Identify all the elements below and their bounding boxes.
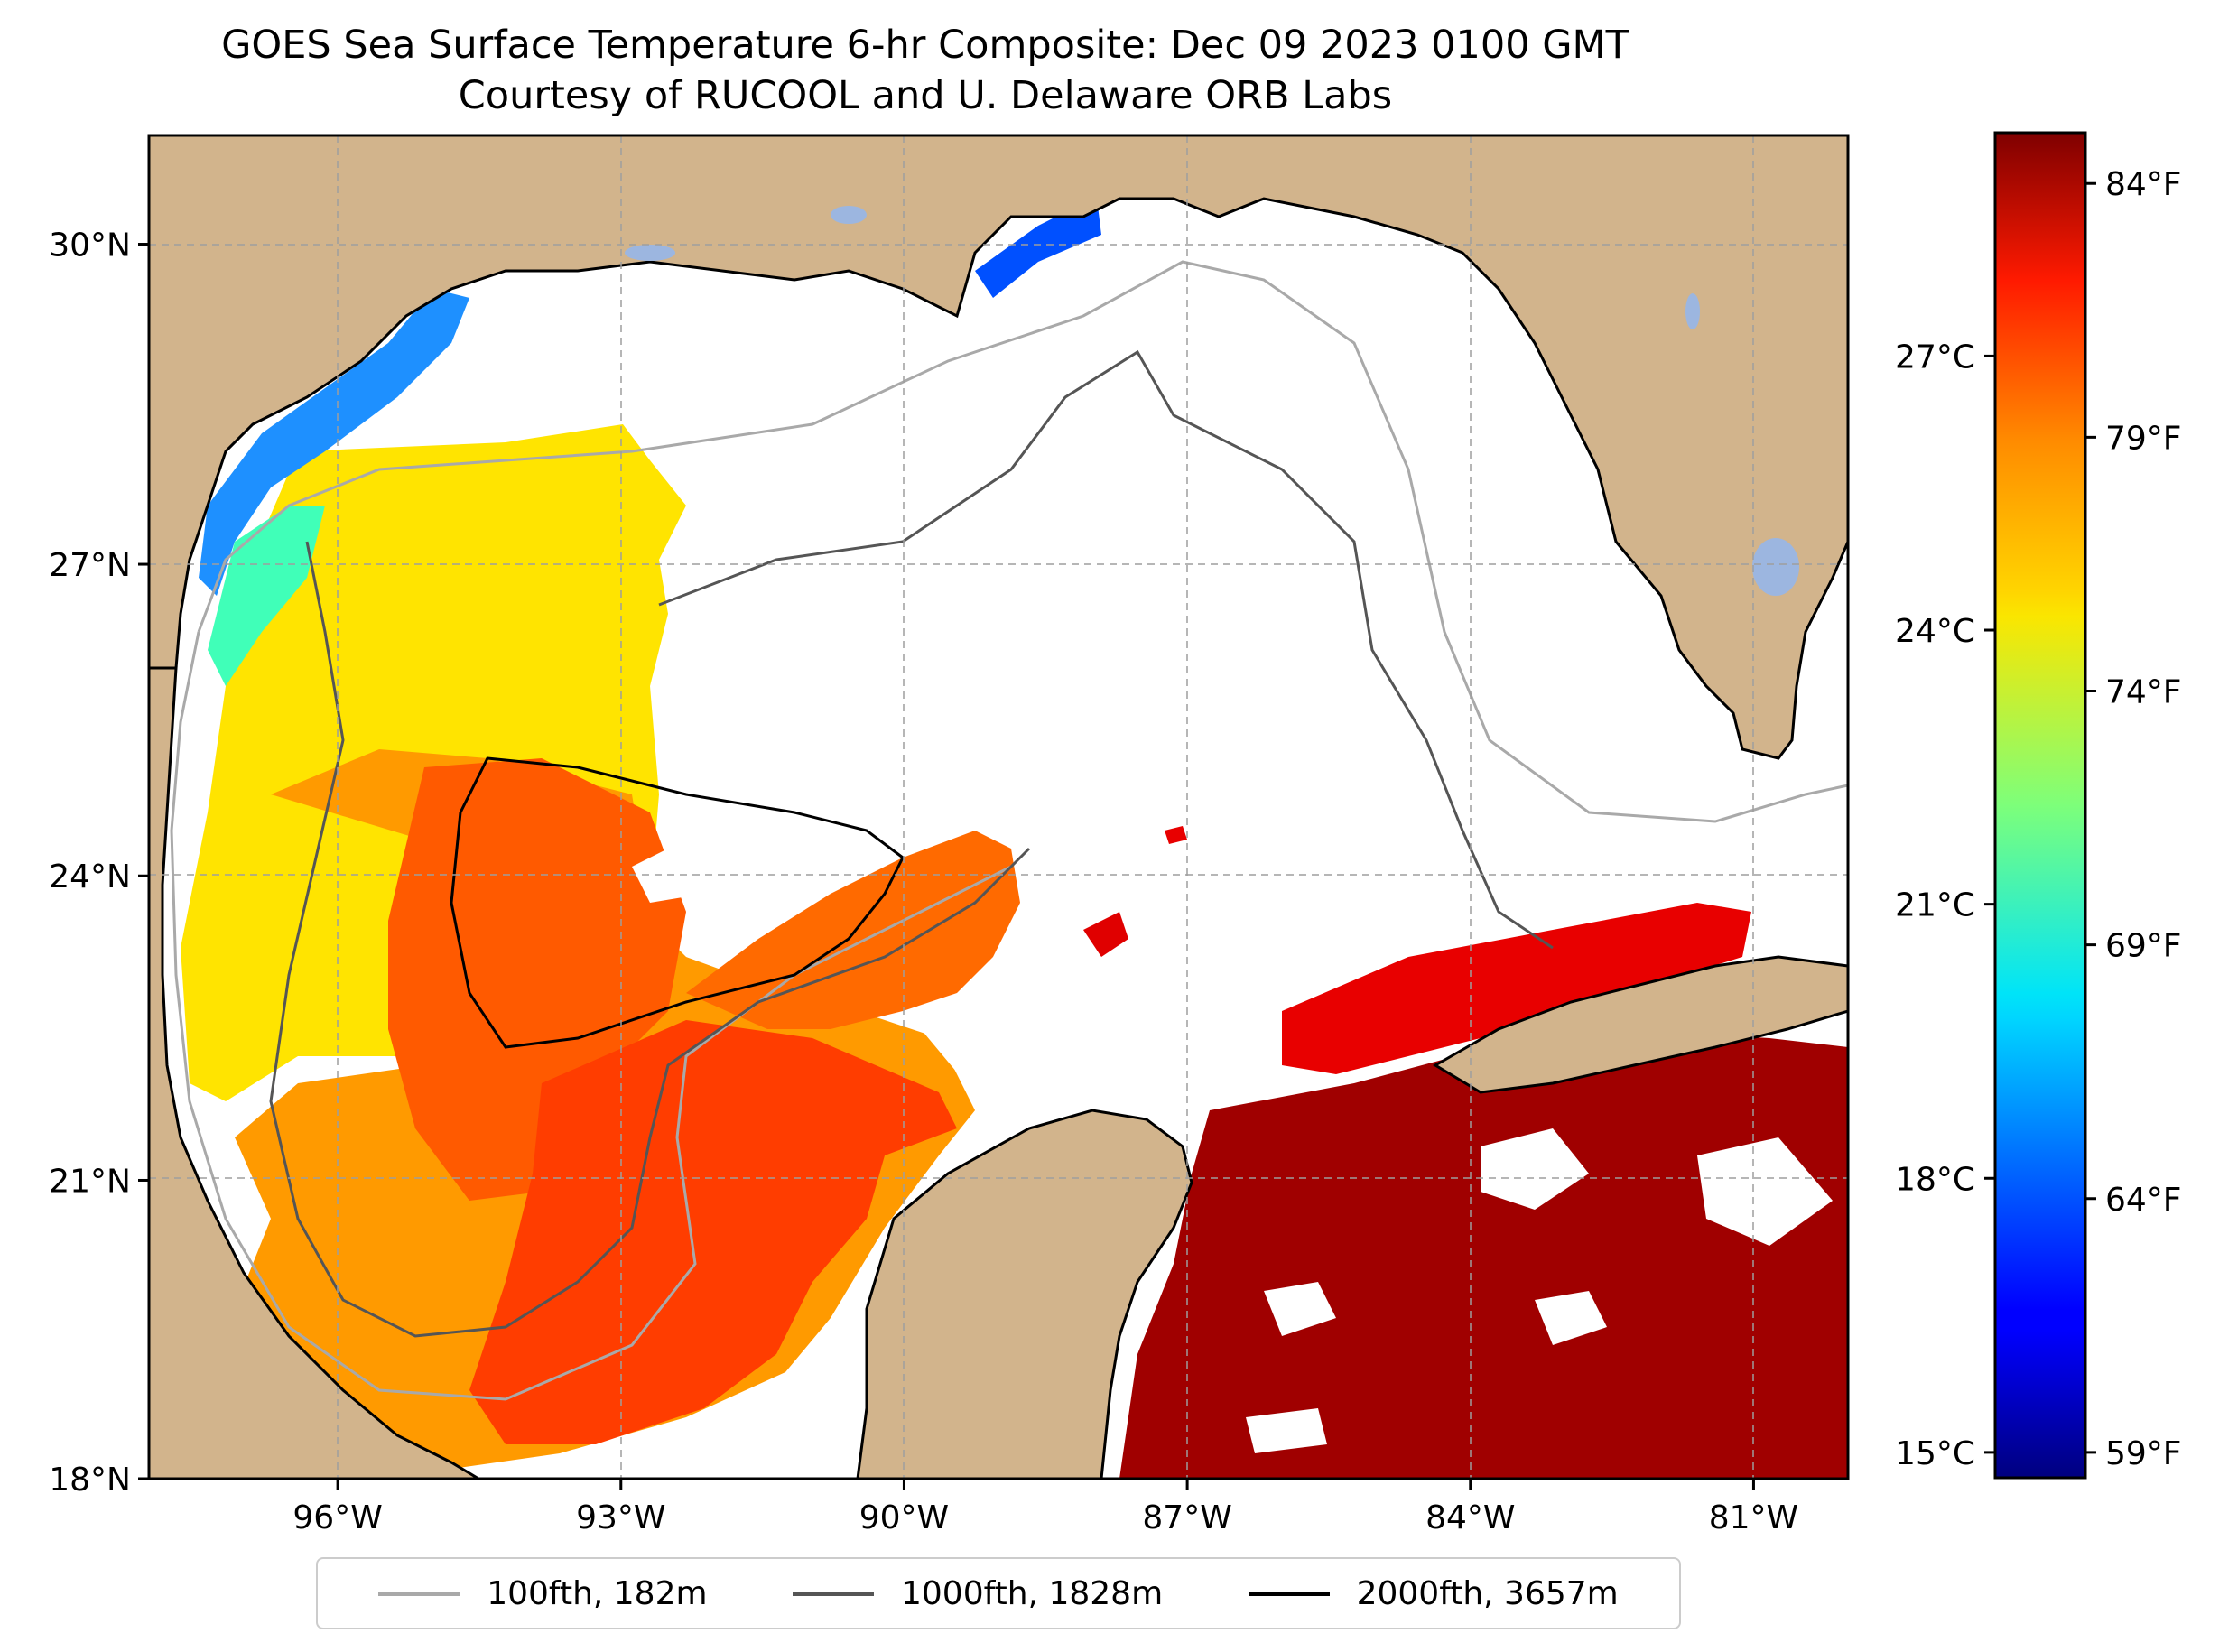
contour-2000fth bbox=[450, 756, 905, 1049]
cloud-gap-4 bbox=[1697, 1137, 1833, 1246]
map-content bbox=[149, 135, 1848, 1479]
longitude-axis: 96°W 93°W 90°W 87°W 84°W 81°W bbox=[292, 1479, 1798, 1536]
colorbar-c-label: 15°C bbox=[1895, 1435, 1975, 1472]
sst-patch-1 bbox=[1083, 912, 1128, 957]
cloud-gap-6 bbox=[1246, 1408, 1327, 1453]
sst-central-orange bbox=[686, 831, 1020, 1029]
land-mexico-west bbox=[149, 666, 481, 1479]
colorbar-f-label: 69°F bbox=[2105, 928, 2182, 965]
lat-tick-label: 27°N bbox=[49, 547, 131, 584]
inland-lake-1 bbox=[831, 206, 867, 224]
sst-patch-2 bbox=[1165, 826, 1187, 844]
legend-swatch-100fth bbox=[378, 1591, 460, 1596]
cloud-gap-2 bbox=[921, 1002, 1020, 1083]
lon-tick-label: 90°W bbox=[859, 1499, 949, 1536]
lon-tick-label: 87°W bbox=[1142, 1499, 1231, 1536]
land-cuba bbox=[1433, 955, 1848, 1094]
sst-caribbean bbox=[1119, 1029, 1848, 1479]
colorbar-f-label: 64°F bbox=[2105, 1182, 2182, 1219]
land bbox=[149, 135, 1848, 1479]
lat-tick-label: 24°N bbox=[49, 858, 131, 896]
colorbar bbox=[1993, 131, 2087, 1480]
legend-swatch-2000fth bbox=[1248, 1591, 1330, 1596]
sst-campeche-south bbox=[469, 1020, 957, 1444]
sst-caribbean-north bbox=[1282, 903, 1751, 1074]
lat-tick-label: 18°N bbox=[49, 1462, 131, 1499]
colorbar-f-label: 84°F bbox=[2105, 166, 2182, 203]
inland-lake-3 bbox=[1685, 293, 1700, 329]
colorbar-c-label: 24°C bbox=[1895, 613, 1975, 650]
lat-tick-label: 21°N bbox=[49, 1163, 131, 1200]
lon-tick-label: 96°W bbox=[292, 1499, 382, 1536]
lon-tick-label: 84°W bbox=[1425, 1499, 1515, 1536]
colorbar-c-label: 27°C bbox=[1895, 339, 1975, 376]
cloud-gap-1 bbox=[632, 840, 722, 903]
lon-tick-label: 93°W bbox=[576, 1499, 665, 1536]
colorbar-fahrenheit-axis: 59°F 64°F 69°F 74°F 79°F 84°F bbox=[2085, 166, 2182, 1472]
map-frame bbox=[147, 134, 1850, 1480]
legend-label-1000fth: 1000fth, 1828m bbox=[900, 1574, 1164, 1612]
cloud-gap-5 bbox=[1264, 1282, 1336, 1336]
page-title: GOES Sea Surface Temperature 6-hr Compos… bbox=[0, 20, 1851, 121]
gridlines bbox=[149, 135, 1848, 1479]
sst-louisiana-cold bbox=[975, 162, 1101, 298]
lat-tick-label: 30°N bbox=[49, 227, 131, 265]
lake-okeechobee bbox=[1752, 538, 1799, 596]
colorbar-f-label: 74°F bbox=[2105, 673, 2182, 710]
lon-tick-label: 81°W bbox=[1709, 1499, 1798, 1536]
land-us-north bbox=[149, 135, 1848, 760]
legend-item-100fth: 100fth, 182m bbox=[378, 1574, 708, 1612]
land-yucatan bbox=[856, 1109, 1193, 1479]
legend-label-2000fth: 2000fth, 3657m bbox=[1356, 1574, 1619, 1612]
inland-lake-2 bbox=[625, 245, 675, 261]
contour-1000fth bbox=[269, 541, 1031, 1338]
colorbar-f-label: 79°F bbox=[2105, 420, 2182, 457]
legend-item-1000fth: 1000fth, 1828m bbox=[792, 1574, 1164, 1612]
contour-100fth bbox=[197, 260, 1848, 823]
title-line-1: GOES Sea Surface Temperature 6-hr Compos… bbox=[221, 23, 1629, 68]
title-line-2: Courtesy of RUCOOL and U. Delaware ORB L… bbox=[458, 73, 1393, 118]
colorbar-c-label: 18°C bbox=[1895, 1161, 1975, 1198]
bathymetry-contours bbox=[170, 260, 1848, 1401]
legend-label-100fth: 100fth, 182m bbox=[487, 1574, 708, 1612]
inland-water bbox=[625, 206, 1799, 596]
legend-swatch-1000fth bbox=[792, 1591, 874, 1596]
latitude-axis: 30°N 27°N 24°N 21°N 18°N bbox=[49, 227, 149, 1499]
contour-1000fth-east bbox=[658, 349, 1554, 950]
sst-bay-of-campeche bbox=[388, 758, 686, 1201]
legend: 100fth, 182m 1000fth, 1828m 2000fth, 365… bbox=[316, 1557, 1681, 1629]
colorbar-celsius-axis: 15°C 18°C 21°C 24°C 27°C bbox=[1895, 339, 1995, 1472]
colorbar-f-label: 59°F bbox=[2105, 1435, 2182, 1472]
colorbar-c-label: 21°C bbox=[1895, 887, 1975, 924]
legend-item-2000fth: 2000fth, 3657m bbox=[1248, 1574, 1619, 1612]
sst-field bbox=[181, 162, 1848, 1479]
cloud-gap-3 bbox=[1481, 1128, 1589, 1210]
sst-texas-cool bbox=[199, 289, 469, 596]
cloud-gap-7 bbox=[1535, 1291, 1607, 1345]
